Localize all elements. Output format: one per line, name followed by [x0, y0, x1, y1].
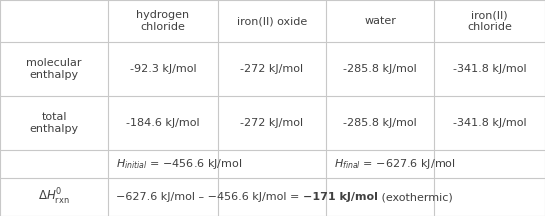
Text: iron(II) oxide: iron(II) oxide — [237, 16, 307, 26]
Text: hydrogen
chloride: hydrogen chloride — [136, 10, 190, 32]
Text: −171 kJ/mol: −171 kJ/mol — [303, 192, 378, 202]
Text: molecular
enthalpy: molecular enthalpy — [26, 58, 82, 80]
Text: -285.8 kJ/mol: -285.8 kJ/mol — [343, 64, 417, 74]
Text: $\mathit{H}_{\mathit{initial}}$ = −456.6 kJ/mol: $\mathit{H}_{\mathit{initial}}$ = −456.6… — [116, 157, 243, 171]
Text: $\Delta H^{0}_{\mathrm{rxn}}$: $\Delta H^{0}_{\mathrm{rxn}}$ — [38, 187, 70, 207]
Text: $\mathit{H}_{\mathit{final}}$ = −627.6 kJ/mol: $\mathit{H}_{\mathit{final}}$ = −627.6 k… — [334, 157, 456, 171]
Text: iron(II)
chloride: iron(II) chloride — [467, 10, 512, 32]
Text: -92.3 kJ/mol: -92.3 kJ/mol — [130, 64, 196, 74]
Text: -285.8 kJ/mol: -285.8 kJ/mol — [343, 118, 417, 128]
Text: -184.6 kJ/mol: -184.6 kJ/mol — [126, 118, 200, 128]
Text: -272 kJ/mol: -272 kJ/mol — [240, 118, 304, 128]
Text: (exothermic): (exothermic) — [378, 192, 452, 202]
Text: total
enthalpy: total enthalpy — [29, 112, 78, 134]
Text: -341.8 kJ/mol: -341.8 kJ/mol — [453, 118, 526, 128]
Text: -272 kJ/mol: -272 kJ/mol — [240, 64, 304, 74]
Text: −627.6 kJ/mol – −456.6 kJ/mol =: −627.6 kJ/mol – −456.6 kJ/mol = — [116, 192, 303, 202]
Text: water: water — [364, 16, 396, 26]
Text: -341.8 kJ/mol: -341.8 kJ/mol — [453, 64, 526, 74]
